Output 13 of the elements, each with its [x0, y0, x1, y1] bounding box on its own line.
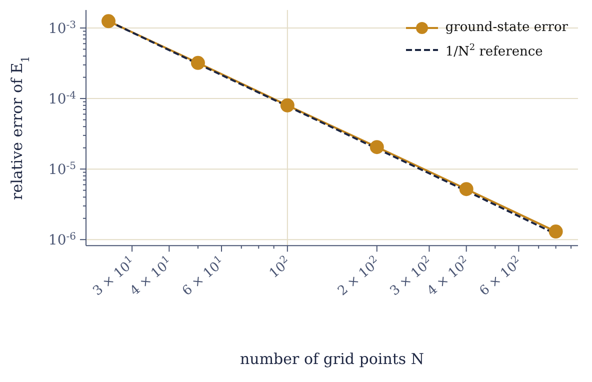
point — [102, 14, 116, 28]
y-tick-label: 10$^{-5}$ — [48, 160, 76, 178]
y-tick-label: 10$^{-6}$ — [48, 231, 76, 249]
point — [548, 224, 563, 239]
point — [459, 182, 474, 196]
point — [280, 98, 294, 112]
legend-label: ground-state error — [445, 20, 568, 35]
point — [370, 140, 384, 154]
x-axis-title: number of grid points N — [240, 350, 424, 368]
y-tick-label: 10$^{-4}$ — [48, 90, 76, 108]
legend-label: 1/N$^{2}$ reference — [445, 43, 543, 60]
y-tick-label: 10$^{-3}$ — [48, 20, 76, 38]
point — [190, 56, 205, 70]
